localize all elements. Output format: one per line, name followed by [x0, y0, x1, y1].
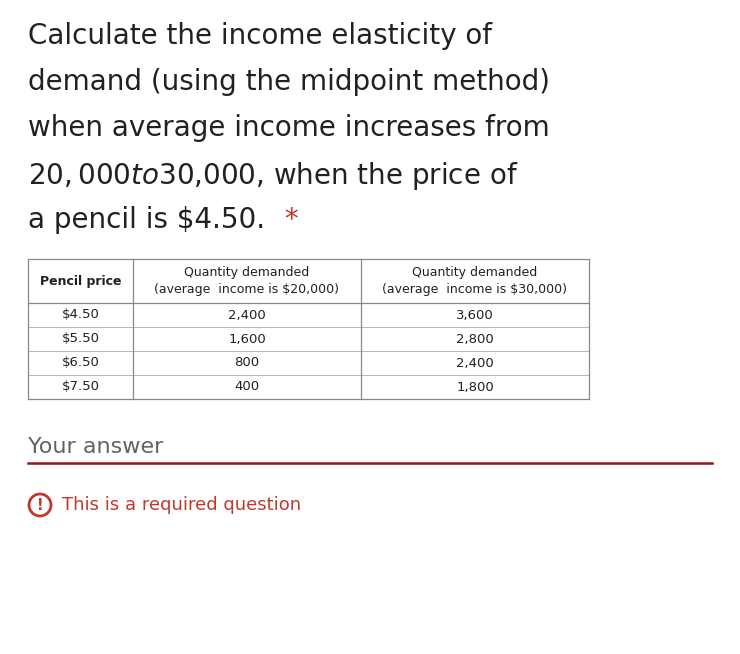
Text: 1,600: 1,600 — [228, 332, 266, 345]
Text: when average income increases from: when average income increases from — [28, 114, 550, 142]
Text: *: * — [276, 206, 299, 234]
Text: This is a required question: This is a required question — [62, 496, 301, 514]
Text: Pencil price: Pencil price — [40, 275, 121, 288]
Text: 2,800: 2,800 — [456, 332, 494, 345]
Text: 3,600: 3,600 — [456, 309, 494, 322]
Text: $7.50: $7.50 — [61, 381, 99, 394]
Text: !: ! — [37, 498, 44, 513]
Text: 2,400: 2,400 — [456, 356, 494, 370]
Text: 800: 800 — [235, 356, 260, 370]
Text: Your answer: Your answer — [28, 437, 164, 457]
Text: 2,400: 2,400 — [228, 309, 266, 322]
Text: Calculate the income elasticity of: Calculate the income elasticity of — [28, 22, 492, 50]
Text: Quantity demanded
(average  income is $20,000): Quantity demanded (average income is $20… — [155, 266, 340, 296]
Text: 400: 400 — [235, 381, 260, 394]
Text: $4.50: $4.50 — [61, 309, 99, 322]
Text: $20,000 to $30,000, when the price of: $20,000 to $30,000, when the price of — [28, 160, 519, 192]
Text: demand (using the midpoint method): demand (using the midpoint method) — [28, 68, 550, 96]
Text: Quantity demanded
(average  income is $30,000): Quantity demanded (average income is $30… — [383, 266, 568, 296]
Text: a pencil is $4.50.: a pencil is $4.50. — [28, 206, 265, 234]
Text: 1,800: 1,800 — [456, 381, 494, 394]
Text: $5.50: $5.50 — [61, 332, 99, 345]
Text: $6.50: $6.50 — [61, 356, 99, 370]
